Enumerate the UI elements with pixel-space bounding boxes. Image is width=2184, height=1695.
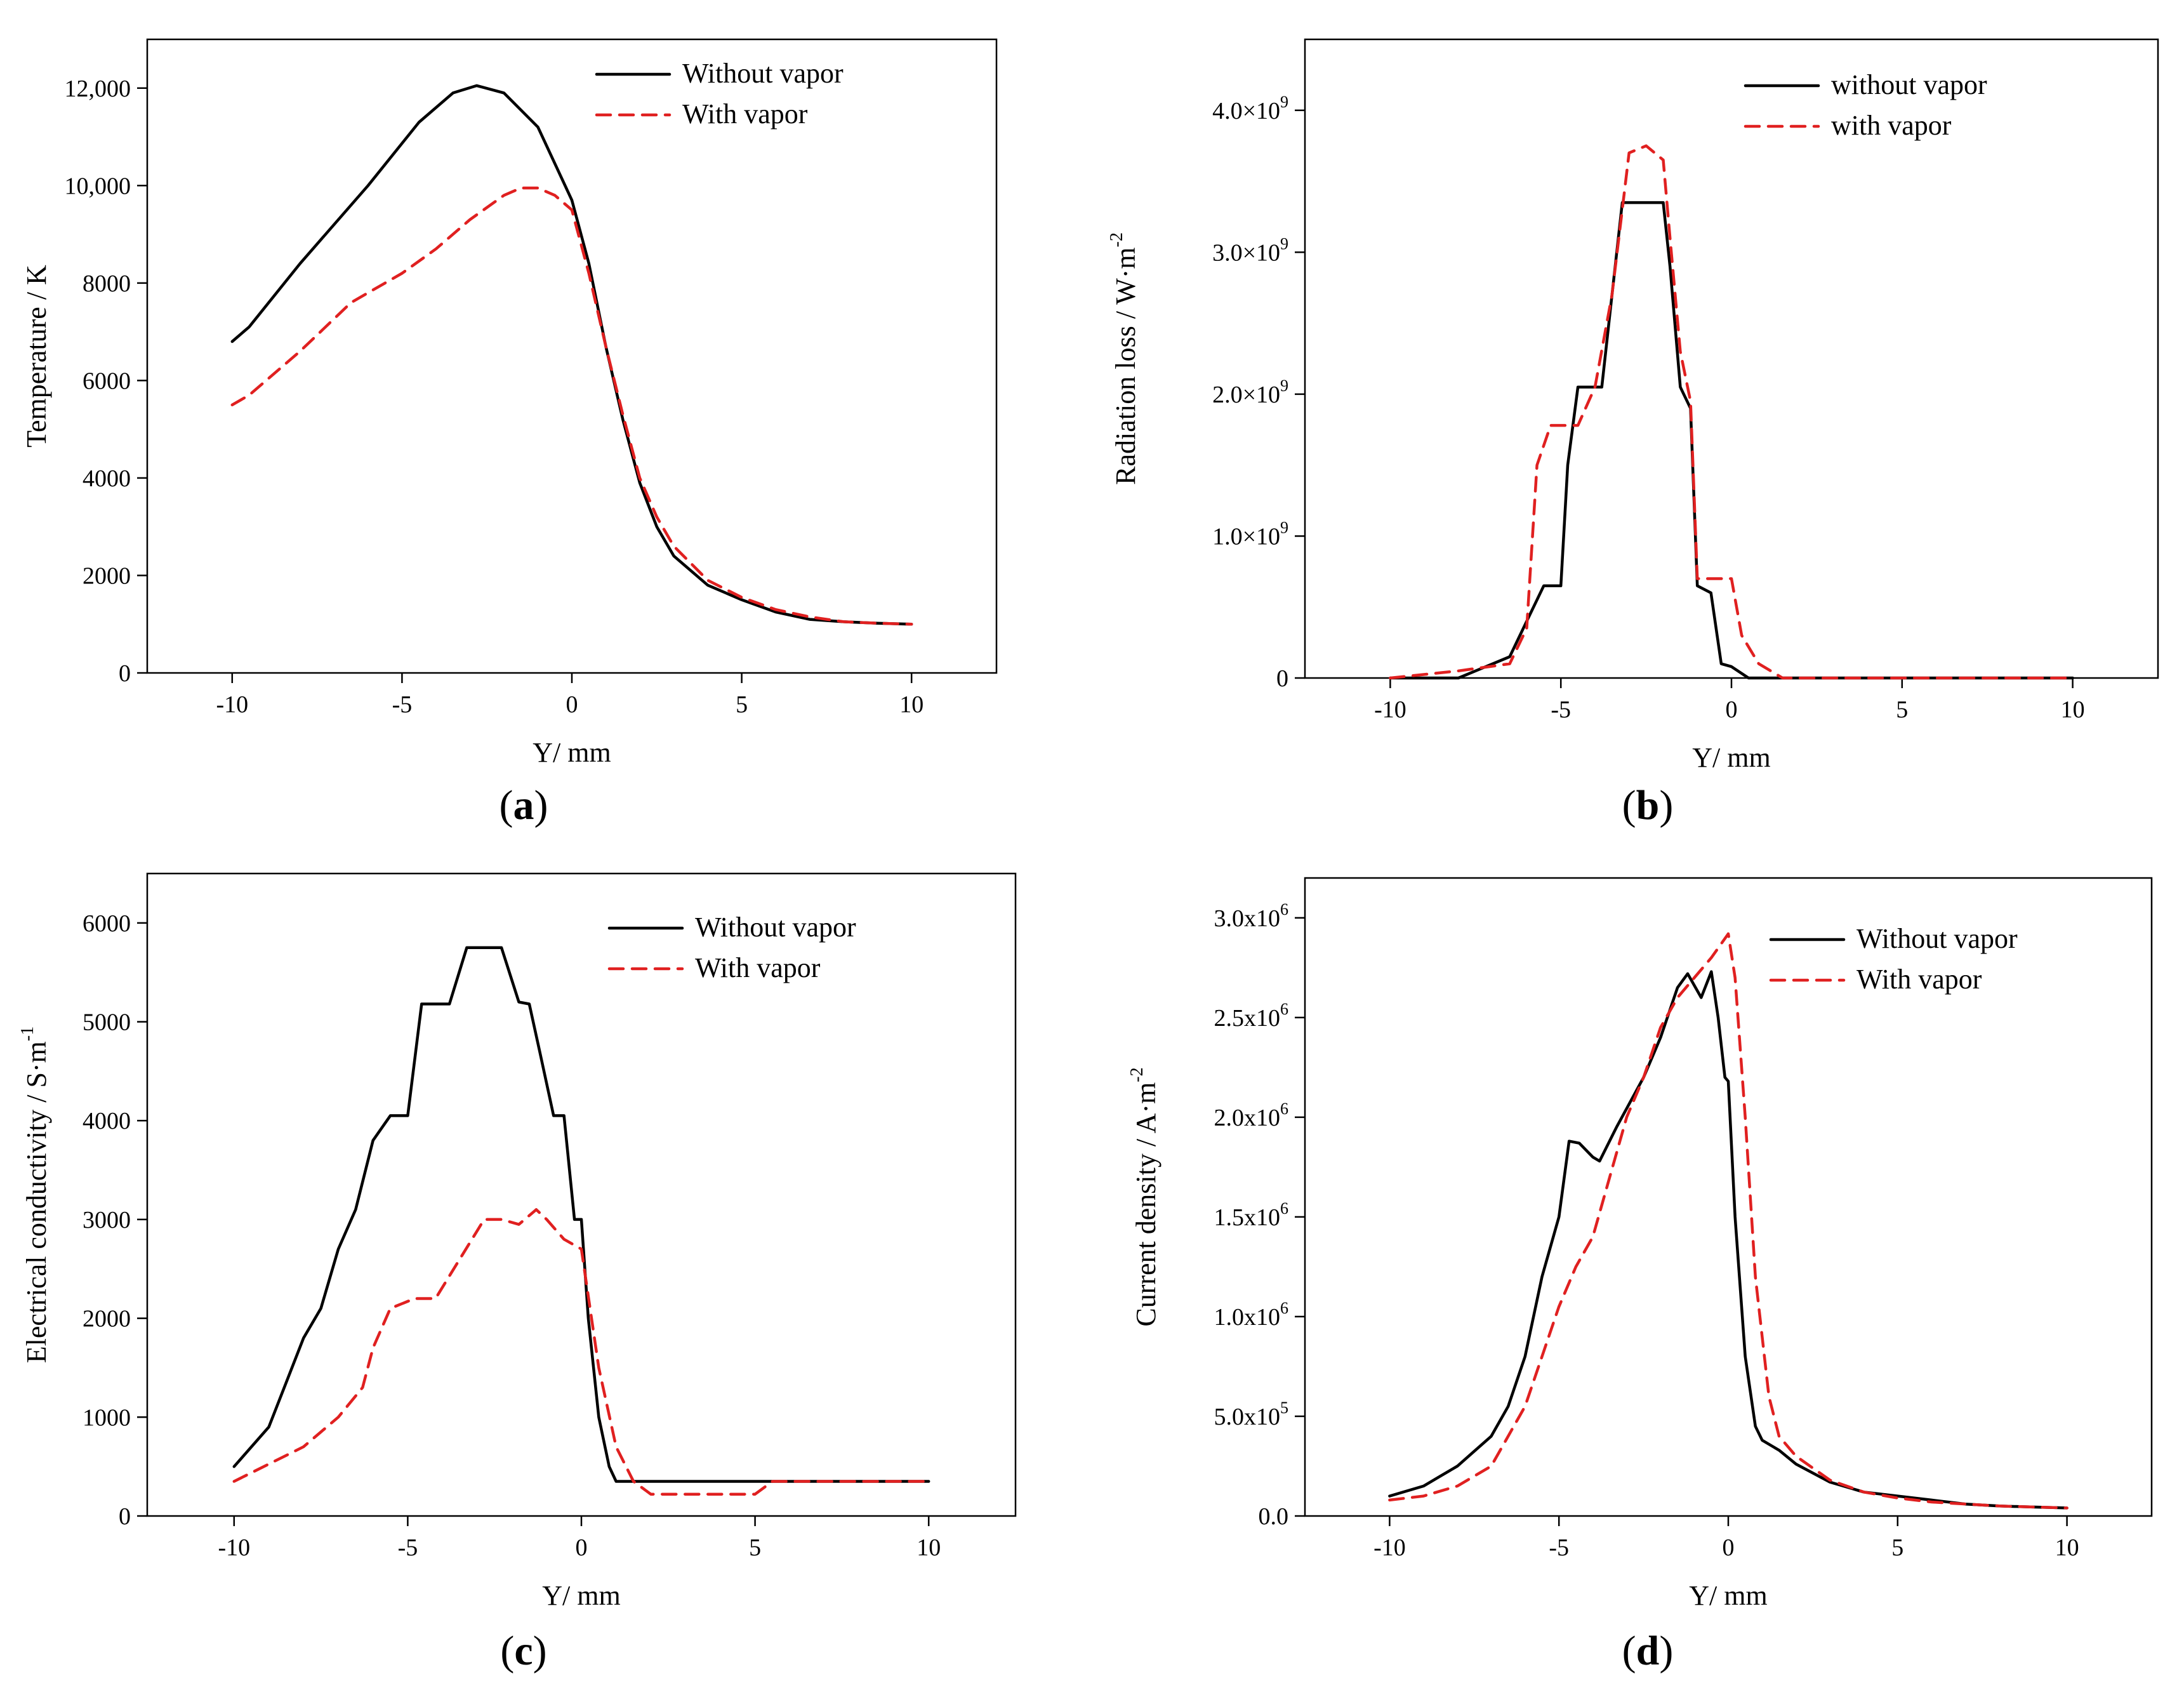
y-tick-label: 10,000: [65, 173, 131, 199]
plot-frame: [146, 872, 1017, 1517]
y-axis-title: Current density / A·m-2: [1127, 1067, 1161, 1326]
x-tick-label: 0: [576, 1534, 588, 1561]
y-tick-label: 5.0x105: [1214, 1399, 1289, 1430]
panel-caption: (a): [500, 782, 548, 828]
legend-label: with vapor: [1831, 110, 1952, 141]
legend-label: With vapor: [695, 952, 821, 983]
y-tick-label: 5000: [83, 1009, 131, 1036]
y-tick-label: 0: [119, 660, 131, 687]
y-tick-label: 2.0x106: [1214, 1100, 1289, 1131]
series-line-with-vapor: [232, 1208, 930, 1496]
y-tick-label: 0: [1276, 665, 1288, 692]
legend: without vapor with vapor: [1744, 69, 1987, 141]
legend-label: Without vapor: [1856, 923, 2018, 954]
x-tick-label: 5: [1896, 696, 1908, 723]
series-line-with-vapor: [230, 186, 913, 626]
series-line-without-vapor: [1388, 970, 2068, 1510]
legend: Without vapor With vapor: [607, 912, 856, 983]
y-tick-label: 8000: [83, 270, 131, 297]
legend-label: With vapor: [1856, 964, 1982, 995]
y-axis-title: Radiation loss / W·m-2: [1107, 232, 1141, 485]
x-axis-title: Y/ mm: [1692, 742, 1770, 773]
y-tick-label: 1.0x106: [1214, 1299, 1289, 1331]
x-tick-label: 5: [749, 1534, 761, 1561]
legend-label: without vapor: [1831, 69, 1987, 100]
y-tick-label: 6000: [83, 910, 131, 937]
y-tick-label: 3000: [83, 1207, 131, 1233]
y-tick-label: 4.0×109: [1212, 93, 1288, 124]
y-tick-label: 3.0x106: [1214, 900, 1289, 932]
x-tick-label: -5: [392, 691, 413, 718]
series-line-without-vapor: [230, 84, 913, 626]
y-tick-label: 4000: [83, 1108, 131, 1134]
y-axis-title: Electrical conductivity / S·m-1: [18, 1027, 52, 1363]
y-tick-label: 3.0×109: [1212, 234, 1288, 266]
x-tick-label: 0: [1723, 1534, 1735, 1561]
y-tick-label: 1.5x106: [1214, 1199, 1289, 1231]
x-axis-title: Y/ mm: [542, 1580, 620, 1611]
chart-panel-d: -10 -5 0 5 10 0.0 5.0x105 1.0x106 1.5x106 2.0x106…: [1127, 877, 2153, 1674]
legend-label: With vapor: [682, 98, 808, 130]
chart-panel-c: -10 -5 0 5 10 0 1000 2000 3000 4000 5000 6000 Y/ mm E…: [18, 872, 1017, 1674]
x-tick-label: 10: [899, 691, 923, 718]
y-tick-label: 2.5x106: [1214, 1000, 1289, 1032]
plot-frame: [1304, 877, 2153, 1517]
x-tick-label: -10: [1373, 1534, 1406, 1561]
y-tick-label: 0: [119, 1503, 131, 1530]
x-tick-label: 5: [736, 691, 748, 718]
y-tick-label: 6000: [83, 368, 131, 394]
x-axis-title: Y/ mm: [533, 737, 611, 768]
series-line-without-vapor: [1389, 201, 2074, 680]
y-tick-label: 0.0: [1259, 1503, 1289, 1530]
plot-frame: [146, 38, 998, 674]
series-line-with-vapor: [1388, 932, 2068, 1510]
y-tick-label: 1.0×109: [1212, 518, 1288, 550]
panel-caption: (b): [1622, 782, 1674, 828]
legend-label: Without vapor: [695, 912, 856, 943]
legend-label: Without vapor: [682, 58, 844, 89]
series-line-without-vapor: [232, 946, 930, 1483]
x-tick-label: -10: [216, 691, 248, 718]
y-axis-title: Temperature / K: [21, 265, 52, 448]
x-tick-label: 10: [917, 1534, 941, 1561]
x-tick-label: -10: [1374, 696, 1406, 723]
y-tick-label: 2000: [83, 562, 131, 589]
chart-panel-a: -10 -5 0 5 10 0 2000 4000 6000 8000 10,000 12,000 Y/…: [21, 38, 998, 828]
y-tick-label: 12,000: [65, 76, 131, 102]
y-tick-label: 1000: [83, 1404, 131, 1431]
panel-caption: (c): [500, 1628, 546, 1674]
x-tick-label: 0: [566, 691, 578, 718]
x-tick-label: 10: [2055, 1534, 2079, 1561]
legend: Without vapor With vapor: [1769, 923, 2018, 995]
x-tick-label: -5: [398, 1534, 418, 1561]
x-tick-label: 0: [1726, 696, 1738, 723]
series-line-with-vapor: [1389, 144, 2074, 680]
chart-panel-b: -10 -5 0 5 10 0 1.0×109 2.0×109 3.0×109 4.0×109 Y/…: [1107, 38, 2159, 828]
x-tick-label: 5: [1891, 1534, 1903, 1561]
y-tick-label: 2.0×109: [1212, 376, 1288, 408]
x-tick-label: -10: [218, 1534, 250, 1561]
y-tick-label: 2000: [83, 1306, 131, 1333]
y-tick-label: 4000: [83, 465, 131, 492]
panel-caption: (d): [1622, 1628, 1674, 1674]
x-tick-label: -5: [1549, 1534, 1569, 1561]
x-axis-title: Y/ mm: [1689, 1580, 1767, 1611]
x-tick-label: 10: [2061, 696, 2085, 723]
x-tick-label: -5: [1551, 696, 1571, 723]
legend: Without vapor With vapor: [595, 58, 844, 130]
